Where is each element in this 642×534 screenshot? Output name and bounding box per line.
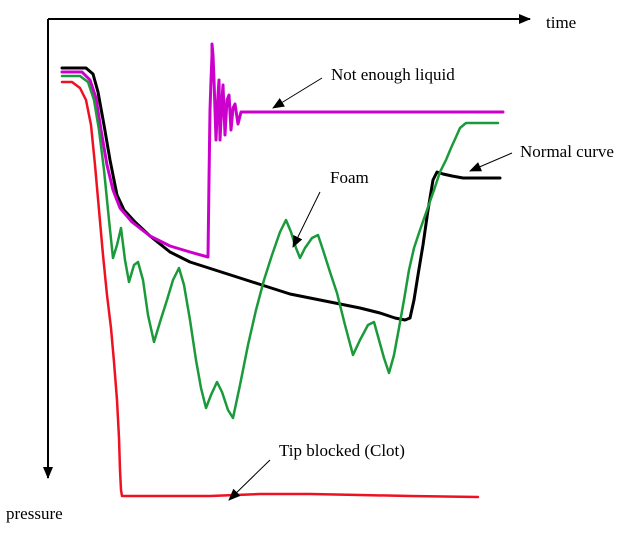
series-line-normal-curve xyxy=(60,66,502,322)
annotation-pointer-foam xyxy=(292,191,321,248)
annotation-pointer-not-enough-liquid xyxy=(272,77,323,109)
annotation-tip-blocked: Tip blocked (Clot) xyxy=(279,441,405,460)
annotation-normal-curve: Normal curve xyxy=(520,142,614,161)
annotation-pointer-tip-blocked xyxy=(228,459,271,501)
series-line-foam xyxy=(60,74,500,420)
annotation-foam: Foam xyxy=(330,168,369,187)
series-layer xyxy=(60,42,505,499)
x-axis-label: time xyxy=(546,13,576,32)
annotation-not-enough-liquid: Not enough liquid xyxy=(331,65,455,84)
series-line-not-enough-liquid xyxy=(60,42,505,259)
series-line-tip-blocked-clot xyxy=(60,80,480,499)
y-axis-label: pressure xyxy=(6,504,63,523)
annotation-pointer-normal-curve xyxy=(469,152,513,172)
